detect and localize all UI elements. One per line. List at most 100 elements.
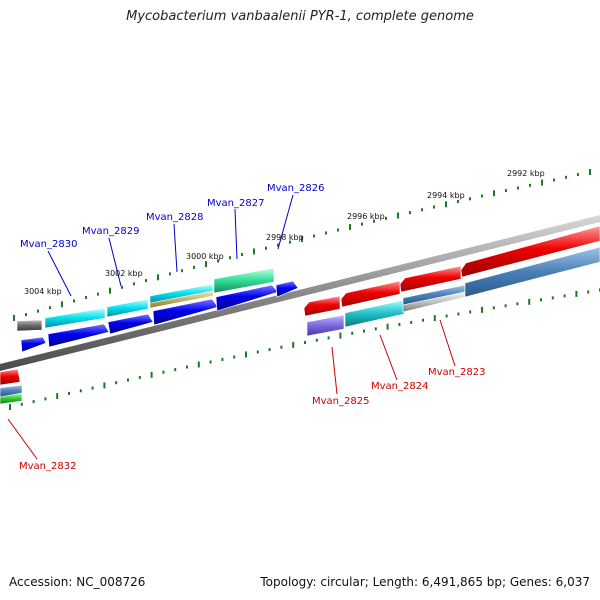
scale-tick (528, 298, 531, 305)
gene-bar[interactable] (464, 246, 600, 298)
scale-tick (504, 304, 507, 308)
scale-tick (268, 348, 271, 352)
scale-tick (103, 382, 106, 389)
scale-tick (79, 389, 82, 393)
scale-tick (361, 222, 363, 226)
scale-tick (233, 355, 236, 359)
scale-tick (386, 323, 389, 330)
scale-tick (505, 189, 507, 193)
label-callouts (7, 194, 456, 460)
scale-label-3000: 3000 kbp (186, 252, 224, 261)
scale-tick (469, 197, 471, 201)
scale-tick (174, 368, 177, 372)
scale-tick (49, 306, 51, 310)
scale-tick (422, 318, 424, 322)
scale-tick (516, 302, 519, 306)
scale-tick (280, 345, 283, 349)
gene-arrow[interactable] (303, 295, 341, 317)
scale-tick (289, 240, 291, 244)
gene-arrow[interactable] (0, 368, 21, 386)
scale-tick (398, 323, 401, 326)
gene-bar[interactable] (106, 298, 149, 318)
scale-tick (20, 402, 23, 406)
gene-bar[interactable] (44, 307, 106, 329)
scale-tick (61, 301, 63, 308)
gene-label-mvan-2825[interactable]: Mvan_2825 (312, 396, 369, 407)
scale-tick (56, 393, 59, 400)
gene-bar[interactable] (213, 267, 275, 294)
gene-arrow[interactable] (47, 323, 110, 348)
scale-tick (563, 294, 566, 298)
scale-tick (73, 299, 75, 303)
scale-label-3002: 3002 kbp (105, 269, 143, 278)
gene-arrow[interactable] (340, 280, 401, 308)
scale-tick (221, 358, 224, 361)
scale-label-2996: 2996 kbp (347, 212, 385, 221)
scale-tick (351, 331, 354, 335)
scale-tick (445, 314, 448, 318)
scale-tick (193, 265, 195, 269)
topology-text: Topology: circular; Length: 6,491,865 bp… (260, 575, 590, 589)
scale-tick (44, 397, 47, 401)
scale-tick (13, 315, 15, 321)
gene-label-mvan-2829[interactable]: Mvan_2829 (82, 226, 139, 237)
gene-bar[interactable] (344, 299, 405, 328)
gene-bar[interactable] (16, 319, 43, 332)
gene-arrow[interactable] (20, 336, 47, 353)
scale-tick (127, 378, 129, 382)
scale-label-2998: 2998 kbp (266, 233, 304, 242)
scale-tick (109, 287, 111, 294)
scale-tick (138, 375, 141, 379)
scale-tick (85, 296, 87, 299)
scale-label-2992: 2992 kbp (507, 169, 545, 178)
gene-arrow[interactable] (460, 225, 600, 278)
scale-tick (421, 208, 423, 212)
gene-label-mvan-2827[interactable]: Mvan_2827 (207, 198, 264, 209)
gene-label-mvan-2823[interactable]: Mvan_2823 (428, 367, 485, 378)
scale-ticks-bottom (9, 288, 600, 410)
scale-tick (325, 231, 327, 235)
gene-arrow[interactable] (275, 280, 299, 298)
gene-label-mvan-2830[interactable]: Mvan_2830 (20, 239, 77, 250)
scale-tick (373, 219, 375, 223)
scale-tick (121, 285, 123, 289)
scale-tick (517, 186, 519, 190)
gene-label-mvan-2828[interactable]: Mvan_2828 (146, 212, 203, 223)
scale-tick (589, 169, 591, 175)
scale-tick (197, 361, 200, 368)
scale-tick (327, 336, 330, 340)
scale-tick (397, 212, 399, 219)
scale-tick (553, 178, 555, 182)
gene-bar[interactable] (306, 314, 345, 337)
scale-tick (169, 272, 171, 276)
scale-tick (186, 365, 188, 369)
gene-label-mvan-2824[interactable]: Mvan_2824 (371, 381, 428, 392)
gene-arrow[interactable] (107, 313, 154, 335)
scale-tick (157, 274, 159, 281)
scale-tick (256, 350, 259, 354)
scale-tick (133, 282, 135, 286)
scale-tick (433, 205, 435, 209)
gene-label-mvan-2826[interactable]: Mvan_2826 (267, 183, 324, 194)
scale-tick (445, 201, 447, 208)
scale-tick (265, 246, 267, 250)
scale-tick (25, 313, 27, 317)
scale-tick (577, 173, 579, 177)
scale-tick (304, 341, 306, 344)
gene-bar[interactable] (0, 392, 23, 405)
genome-backbone (0, 215, 600, 371)
scale-tick (349, 224, 351, 230)
scale-tick (410, 320, 413, 324)
gene-label-mvan-2832[interactable]: Mvan_2832 (19, 461, 76, 472)
gene-arrow[interactable] (399, 265, 462, 293)
scale-tick (145, 279, 147, 283)
scale-tick (541, 179, 543, 186)
scale-tick (469, 310, 472, 314)
gene-bar[interactable] (149, 290, 214, 309)
scale-tick (217, 259, 219, 263)
scale-tick (493, 190, 495, 197)
scale-tick (315, 338, 318, 342)
scale-tick (229, 256, 231, 260)
scale-tick (313, 234, 315, 238)
scale-tick (277, 243, 279, 247)
